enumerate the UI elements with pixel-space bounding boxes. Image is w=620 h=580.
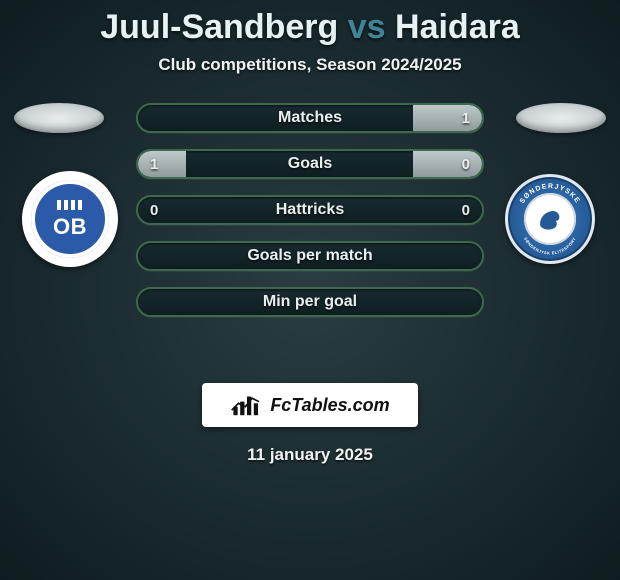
- brand-box[interactable]: FcTables.com: [202, 383, 418, 427]
- stat-label: Goals: [138, 151, 482, 177]
- comparison-arena: OB SØNDERJYSKE SØNDERJYSK ELITESPORT: [0, 103, 620, 363]
- subtitle: Club competitions, Season 2024/2025: [0, 55, 620, 75]
- title-right: Haidara: [395, 8, 520, 46]
- date-text: 11 january 2025: [0, 445, 620, 465]
- stat-value-left: 1: [150, 151, 158, 177]
- stat-value-left: 0: [150, 197, 158, 223]
- stat-bar: Goals per match: [136, 241, 484, 271]
- stat-value-right: 1: [462, 105, 470, 131]
- stat-bars: Matches1Goals10Hattricks00Goals per matc…: [136, 103, 484, 317]
- stat-label: Hattricks: [138, 197, 482, 223]
- stat-label: Min per goal: [138, 289, 482, 315]
- left-club-short: OB: [53, 214, 87, 239]
- page-title: Juul-Sandberg vs Haidara: [0, 0, 620, 47]
- right-club-badge: SØNDERJYSKE SØNDERJYSK ELITESPORT: [502, 171, 598, 267]
- stat-label: Goals per match: [138, 243, 482, 269]
- brand-text: FcTables.com: [270, 395, 389, 416]
- right-player-ellipse: [516, 103, 606, 133]
- stat-bar: Matches1: [136, 103, 484, 133]
- left-player-ellipse: [14, 103, 104, 133]
- stat-label: Matches: [138, 105, 482, 131]
- stat-bar: Hattricks0 0: [136, 195, 484, 225]
- stat-bar: Goals1 0: [136, 149, 484, 179]
- title-left: Juul-Sandberg: [100, 8, 338, 46]
- stat-bar: Min per goal: [136, 287, 484, 317]
- lion-icon: [535, 204, 565, 234]
- stat-value-right: 0: [462, 151, 470, 177]
- stat-value-right: 0: [462, 197, 470, 223]
- title-vs: vs: [348, 8, 386, 46]
- bar-chart-icon: [230, 393, 264, 417]
- left-club-badge: OB: [22, 171, 118, 267]
- ob-stripes-icon: [55, 198, 85, 212]
